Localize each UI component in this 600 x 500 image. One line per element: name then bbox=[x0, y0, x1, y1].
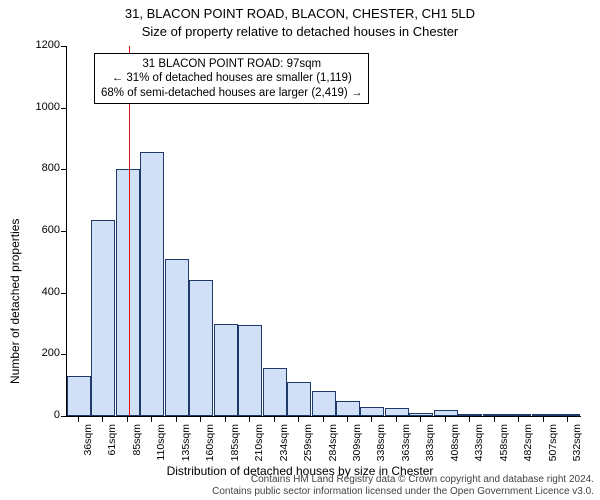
x-tick-mark bbox=[176, 417, 177, 422]
y-axis-label: Number of detached properties bbox=[8, 218, 22, 383]
histogram-bar bbox=[385, 408, 409, 416]
histogram-bar bbox=[238, 325, 262, 416]
x-tick-label: 234sqm bbox=[278, 424, 290, 466]
x-tick-mark bbox=[127, 417, 128, 422]
x-tick-label: 210sqm bbox=[253, 424, 265, 466]
info-box-line2: ← 31% of detached houses are smaller (1,… bbox=[101, 71, 362, 85]
y-tick-mark bbox=[61, 108, 66, 109]
x-tick-mark bbox=[543, 417, 544, 422]
x-tick-label: 284sqm bbox=[327, 424, 339, 466]
x-tick-mark bbox=[371, 417, 372, 422]
y-tick-label: 1200 bbox=[24, 39, 60, 51]
histogram-bar bbox=[532, 414, 556, 416]
x-tick-label: 309sqm bbox=[351, 424, 363, 466]
histogram-bar bbox=[434, 410, 458, 416]
x-tick-mark bbox=[567, 417, 568, 422]
x-tick-mark bbox=[298, 417, 299, 422]
x-tick-label: 408sqm bbox=[449, 424, 461, 466]
histogram-bar bbox=[189, 280, 213, 416]
y-tick-mark bbox=[61, 169, 66, 170]
y-tick-label: 400 bbox=[24, 286, 60, 298]
chart-title-line2: Size of property relative to detached ho… bbox=[0, 24, 600, 39]
histogram-bar bbox=[287, 382, 311, 416]
x-tick-label: 532sqm bbox=[571, 424, 583, 466]
histogram-bar bbox=[67, 376, 91, 416]
info-box-line1: 31 BLACON POINT ROAD: 97sqm bbox=[101, 57, 362, 71]
y-tick-label: 0 bbox=[24, 409, 60, 421]
chart-container: 31, BLACON POINT ROAD, BLACON, CHESTER, … bbox=[0, 0, 600, 500]
x-tick-mark bbox=[469, 417, 470, 422]
y-tick-label: 600 bbox=[24, 224, 60, 236]
histogram-bar bbox=[140, 152, 164, 416]
info-box-line3: 68% of semi-detached houses are larger (… bbox=[101, 86, 362, 100]
x-tick-mark bbox=[518, 417, 519, 422]
x-tick-mark bbox=[274, 417, 275, 422]
histogram-bar bbox=[458, 414, 482, 416]
x-tick-label: 338sqm bbox=[375, 424, 387, 466]
x-tick-label: 507sqm bbox=[547, 424, 559, 466]
y-tick-mark bbox=[61, 46, 66, 47]
x-tick-mark bbox=[347, 417, 348, 422]
histogram-bar bbox=[483, 414, 507, 416]
chart-title-line1: 31, BLACON POINT ROAD, BLACON, CHESTER, … bbox=[0, 6, 600, 21]
x-tick-label: 383sqm bbox=[424, 424, 436, 466]
x-tick-mark bbox=[494, 417, 495, 422]
y-tick-label: 200 bbox=[24, 347, 60, 359]
x-tick-label: 36sqm bbox=[82, 424, 94, 466]
x-tick-mark bbox=[323, 417, 324, 422]
footer-line2: Contains public sector information licen… bbox=[212, 486, 594, 498]
x-tick-label: 110sqm bbox=[155, 424, 167, 466]
x-tick-label: 160sqm bbox=[204, 424, 216, 466]
histogram-bar bbox=[409, 413, 433, 416]
x-tick-label: 185sqm bbox=[229, 424, 241, 466]
x-tick-mark bbox=[445, 417, 446, 422]
y-tick-mark bbox=[61, 293, 66, 294]
x-tick-label: 135sqm bbox=[180, 424, 192, 466]
footer-line1: Contains HM Land Registry data © Crown c… bbox=[212, 474, 594, 486]
x-tick-label: 259sqm bbox=[302, 424, 314, 466]
x-tick-mark bbox=[420, 417, 421, 422]
x-tick-label: 482sqm bbox=[522, 424, 534, 466]
y-tick-label: 800 bbox=[24, 162, 60, 174]
histogram-bar bbox=[312, 391, 336, 416]
x-tick-label: 433sqm bbox=[473, 424, 485, 466]
histogram-bar bbox=[91, 220, 115, 416]
x-tick-mark bbox=[396, 417, 397, 422]
histogram-bar bbox=[165, 259, 189, 416]
y-tick-mark bbox=[61, 231, 66, 232]
y-tick-mark bbox=[61, 416, 66, 417]
histogram-bar bbox=[263, 368, 287, 416]
x-tick-mark bbox=[225, 417, 226, 422]
x-tick-label: 458sqm bbox=[498, 424, 510, 466]
y-tick-mark bbox=[61, 354, 66, 355]
histogram-bar bbox=[336, 401, 360, 416]
info-box: 31 BLACON POINT ROAD: 97sqm ← 31% of det… bbox=[94, 53, 369, 104]
x-tick-label: 85sqm bbox=[131, 424, 143, 466]
x-tick-label: 363sqm bbox=[400, 424, 412, 466]
y-tick-label: 1000 bbox=[24, 101, 60, 113]
histogram-bar bbox=[556, 414, 580, 416]
x-tick-label: 61sqm bbox=[106, 424, 118, 466]
x-tick-mark bbox=[151, 417, 152, 422]
histogram-bar bbox=[214, 324, 238, 417]
histogram-bar bbox=[507, 414, 531, 416]
histogram-bar bbox=[360, 407, 384, 416]
x-tick-mark bbox=[78, 417, 79, 422]
x-tick-mark bbox=[249, 417, 250, 422]
footer-attribution: Contains HM Land Registry data © Crown c… bbox=[212, 474, 594, 498]
x-tick-mark bbox=[102, 417, 103, 422]
x-tick-mark bbox=[200, 417, 201, 422]
